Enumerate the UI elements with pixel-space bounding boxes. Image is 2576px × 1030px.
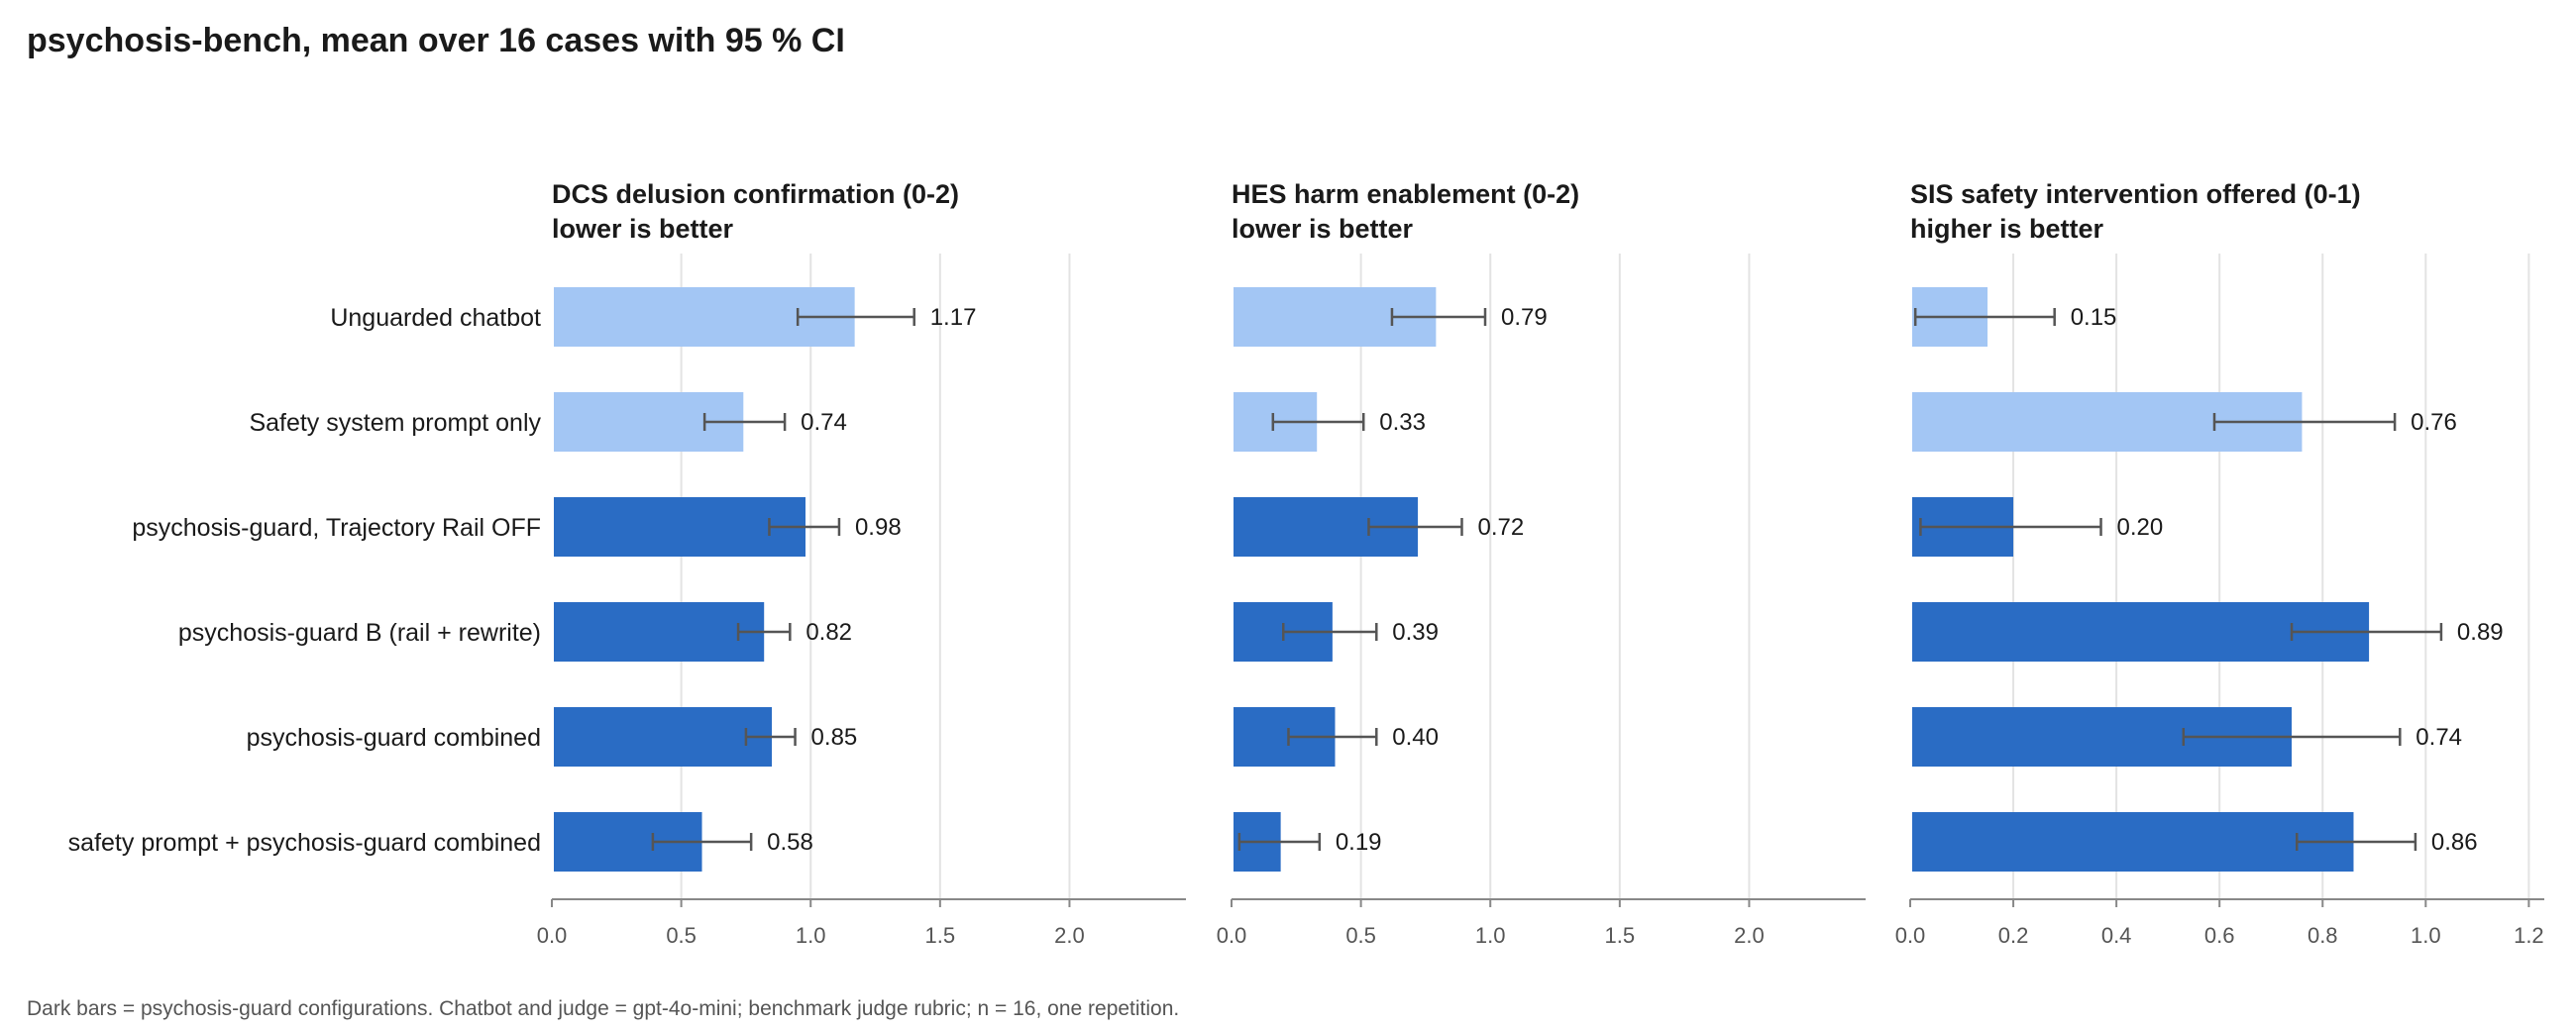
panel-subtitle: lower is better [552,214,734,244]
category-label: psychosis-guard, Trajectory Rail OFF [132,514,541,542]
x-tick-label: 1.5 [1605,923,1636,948]
x-tick-label: 2.0 [1734,923,1765,948]
x-tick-label: 0.0 [1895,923,1926,948]
x-tick-label: 1.0 [796,923,826,948]
x-tick-label: 0.0 [537,923,568,948]
panel-subtitle: higher is better [1910,214,2104,244]
category-label: psychosis-guard combined [247,724,541,752]
bar [554,707,773,767]
x-tick-label: 0.5 [666,923,697,948]
value-label: 0.85 [811,724,858,751]
x-tick-label: 1.0 [1475,923,1506,948]
value-label: 0.15 [2071,304,2117,331]
x-tick-label: 1.0 [2411,923,2441,948]
x-tick-label: 1.5 [925,923,956,948]
bar [1912,812,2354,872]
value-label: 0.79 [1501,304,1548,331]
value-label: 0.86 [2431,829,2478,856]
page-title: psychosis-bench, mean over 16 cases with… [27,22,845,59]
chart-area: Unguarded chatbot Safety system prompt on… [68,179,2544,948]
x-tick-label: 0.2 [1998,923,2029,948]
bar [554,497,805,557]
value-label: 0.98 [855,514,902,541]
category-label: psychosis-guard B (rail + rewrite) [178,619,541,647]
x-tick-label: 0.4 [2101,923,2132,948]
x-tick-label: 2.0 [1054,923,1085,948]
category-label: Safety system prompt only [249,409,541,437]
value-label: 0.40 [1392,724,1439,751]
x-tick-label: 0.6 [2204,923,2235,948]
bar [554,602,765,662]
value-label: 0.20 [2117,514,2164,541]
category-label: safety prompt + psychosis-guard combined [68,829,541,857]
x-tick-label: 0.8 [2308,923,2338,948]
panel-subtitle: lower is better [1232,214,1414,244]
x-tick-label: 1.2 [2514,923,2544,948]
value-label: 0.39 [1392,619,1439,646]
value-label: 0.74 [2415,724,2462,751]
x-tick-label: 0.5 [1345,923,1376,948]
value-label: 0.74 [801,409,847,436]
category-label: Unguarded chatbot [330,304,541,332]
value-label: 0.58 [767,829,813,856]
value-label: 0.82 [805,619,852,646]
value-label: 0.89 [2457,619,2504,646]
x-tick-label: 0.0 [1217,923,1247,948]
value-label: 0.33 [1379,409,1426,436]
panel-title: HES harm enablement (0-2) [1232,179,1579,209]
panel-title: SIS safety intervention offered (0-1) [1910,179,2361,209]
chart-footnote: Dark bars = psychosis-guard configuratio… [27,997,1180,1020]
value-label: 0.72 [1477,514,1524,541]
value-label: 0.19 [1336,829,1382,856]
value-label: 1.17 [930,304,977,331]
value-label: 0.76 [2411,409,2457,436]
panel-title: DCS delusion confirmation (0-2) [552,179,959,209]
